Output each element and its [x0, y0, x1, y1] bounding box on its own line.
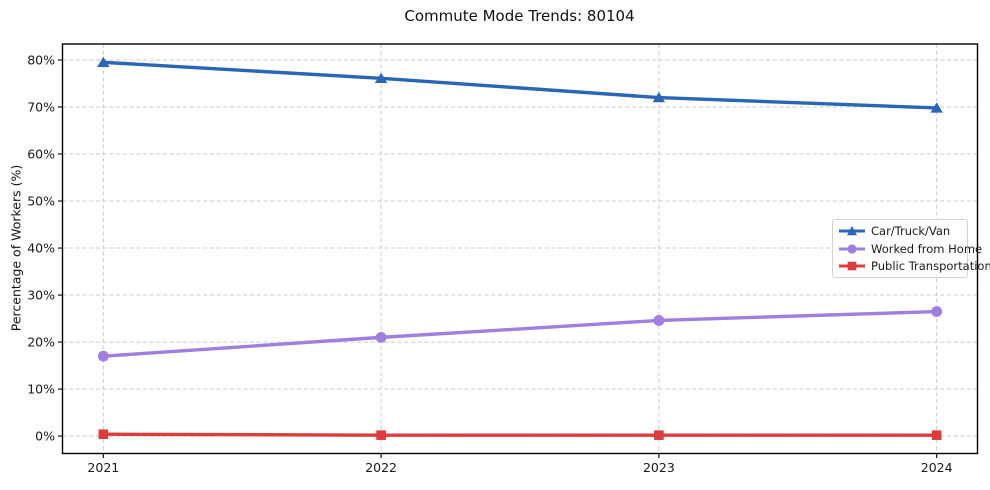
data-point-marker-triangle — [652, 91, 666, 103]
data-point-marker-circle — [97, 350, 109, 362]
chart-title: Commute Mode Trends: 80104 — [404, 7, 635, 25]
y-tick-label: 0% — [35, 428, 55, 443]
x-tick-label: 2024 — [921, 460, 953, 475]
data-point-marker-circle — [375, 331, 387, 343]
y-tick-label: 30% — [27, 287, 55, 302]
data-point-marker-circle — [931, 306, 943, 317]
x-tick-label: 2021 — [87, 460, 119, 475]
data-point-marker-triangle — [374, 72, 388, 84]
series-line — [101, 60, 939, 110]
y-tick-label: 50% — [27, 193, 55, 208]
y-tick-label: 10% — [27, 381, 55, 396]
legend-item: Worked from Home — [839, 242, 982, 256]
data-series-public-transportation — [98, 429, 942, 440]
legend-label: Public Transportation — [871, 259, 990, 274]
legend-label: Car/Truck/Van — [871, 223, 951, 238]
y-tick-label: 60% — [27, 146, 55, 161]
data-series-worked-from-home — [97, 306, 943, 362]
y-tick-label: 40% — [27, 240, 55, 255]
data-point-marker-square — [654, 430, 664, 440]
y-tick-label: 70% — [27, 99, 55, 114]
axes-spines — [61, 43, 979, 455]
y-axis-label: Percentage of Workers (%) — [8, 164, 24, 332]
data-point-marker-square — [376, 430, 386, 440]
data-series-car-truck-van — [97, 56, 943, 113]
data-point-marker-circle — [653, 315, 665, 326]
x-tick-label: 2022 — [365, 460, 397, 475]
series-line — [101, 432, 939, 437]
x-tick-label: 2023 — [643, 460, 675, 475]
data-point-marker-triangle — [930, 102, 943, 113]
legend-box: Car/Truck/Van Worked from Home Public Tran… — [832, 219, 990, 278]
square-line-swatch-icon — [839, 261, 865, 271]
data-point-marker-square — [931, 430, 942, 440]
legend-item: Car/Truck/Van — [839, 224, 961, 238]
circle-line-swatch-icon — [839, 243, 865, 254]
y-tick-label: 20% — [27, 334, 55, 349]
data-point-marker-triangle — [97, 56, 110, 68]
data-point-marker-square — [98, 429, 109, 440]
legend-item: Public Transportation — [839, 259, 990, 273]
triangle-line-swatch-icon — [839, 225, 865, 235]
legend-label: Worked from Home — [871, 241, 983, 256]
series-line — [101, 309, 939, 358]
y-tick-label: 80% — [27, 52, 55, 67]
